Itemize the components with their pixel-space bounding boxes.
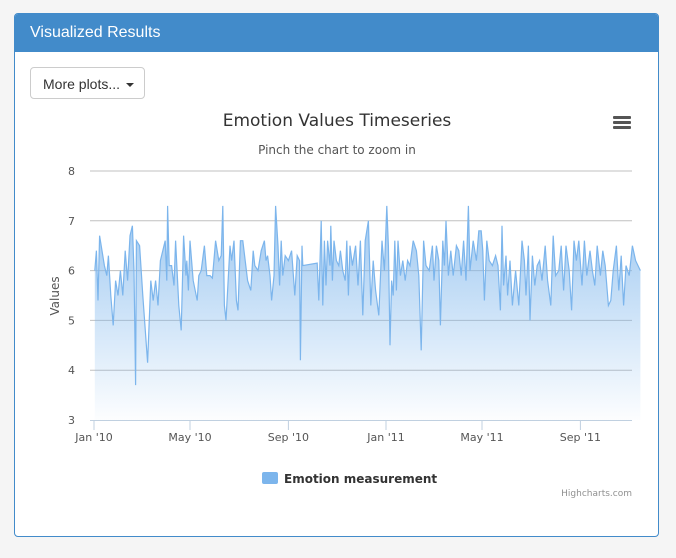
y-tick-label: 3 bbox=[68, 414, 75, 427]
x-tick-label: Jan '10 bbox=[74, 431, 112, 444]
x-tick-label: Sep '10 bbox=[268, 431, 309, 444]
series-area bbox=[94, 205, 641, 420]
caret-down-icon bbox=[126, 83, 135, 88]
series-line bbox=[94, 205, 641, 386]
chart-title: Emotion Values Timeseries bbox=[223, 111, 452, 131]
legend-swatch bbox=[262, 472, 278, 484]
hamburger-menu-icon[interactable] bbox=[613, 116, 631, 129]
y-axis-label: Values bbox=[48, 276, 62, 315]
panel-title: Visualized Results bbox=[15, 14, 658, 52]
x-tick-label: May '11 bbox=[460, 431, 503, 444]
y-tick-label: 8 bbox=[68, 165, 75, 178]
chart-subtitle: Pinch the chart to zoom in bbox=[258, 143, 416, 157]
x-tick-label: Jan '11 bbox=[366, 431, 404, 444]
x-tick-label: Sep '11 bbox=[560, 431, 601, 444]
y-tick-label: 6 bbox=[68, 265, 75, 278]
legend-item[interactable]: Emotion measurement bbox=[262, 472, 437, 486]
more-plots-button[interactable]: More plots... bbox=[30, 67, 145, 99]
y-tick-label: 7 bbox=[68, 215, 75, 228]
y-tick-label: 4 bbox=[68, 364, 75, 377]
y-tick-label: 5 bbox=[68, 314, 75, 327]
more-plots-label: More plots... bbox=[43, 76, 121, 92]
legend-label: Emotion measurement bbox=[284, 472, 437, 486]
credits-link[interactable]: Highcharts.com bbox=[561, 489, 632, 499]
x-tick-label: May '10 bbox=[168, 431, 211, 444]
